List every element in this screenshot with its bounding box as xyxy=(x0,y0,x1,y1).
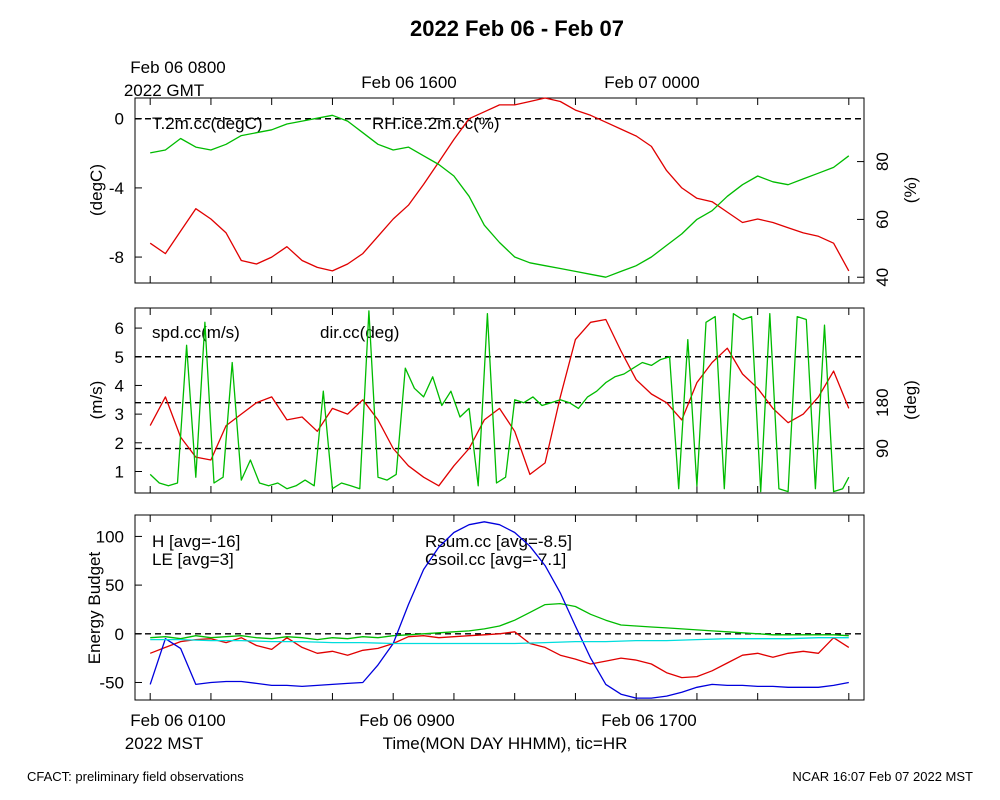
direction-axis-label: (deg) xyxy=(901,380,920,420)
rh-axis-label: (%) xyxy=(901,177,920,203)
legend-rh: RH.ice.2m.cc(%) xyxy=(372,114,500,133)
panel-temperature-rh-frame xyxy=(134,97,865,284)
series-line-1-0 xyxy=(149,318,850,487)
legend-direction: dir.cc(deg) xyxy=(320,323,399,342)
speed-axis-label: (m/s) xyxy=(87,381,106,420)
top-axis-gmt-line1: Feb 06 0800 xyxy=(130,58,225,77)
y-tick-right-label-0-2: 40 xyxy=(873,268,892,287)
y-tick-label-1-1: 2 xyxy=(115,434,124,453)
panel-energy-budget-frame xyxy=(134,514,865,701)
temperature-axis-label: (degC) xyxy=(87,164,106,216)
y-tick-label-1-4: 5 xyxy=(115,348,124,367)
y-tick-label-2-1: 50 xyxy=(105,576,124,595)
y-tick-label-1-0: 1 xyxy=(115,462,124,481)
y-tick-label-2-3: -50 xyxy=(99,673,124,692)
y-tick-right-label-1-1: 90 xyxy=(873,439,892,458)
series-line-0-0 xyxy=(149,97,850,272)
legend-h: H [avg=-16] xyxy=(152,532,240,551)
panel-energy-budget: Energy Budget H [avg=-16] LE [avg=3] Rsu… xyxy=(85,514,865,701)
energy-budget-axis-label: Energy Budget xyxy=(85,551,104,664)
chart-title: 2022 Feb 06 - Feb 07 xyxy=(410,16,624,41)
top-axis-gmt-line2: 2022 GMT xyxy=(124,81,204,100)
y-tick-label-1-5: 6 xyxy=(115,319,124,338)
series-line-1-1 xyxy=(149,310,850,493)
y-tick-right-label-0-1: 60 xyxy=(873,210,892,229)
panel-temperature-rh: (degC) (%) T.2m.cc(degC) RH.ice.2m.cc(%)… xyxy=(87,97,920,287)
series-line-2-3 xyxy=(150,637,849,645)
bottom-axis-first-line1: Feb 06 0100 xyxy=(130,711,225,730)
y-tick-label-2-0: 100 xyxy=(96,527,124,546)
legend-le: LE [avg=3] xyxy=(152,550,234,569)
legend-speed: spd.cc(m/s) xyxy=(152,323,240,342)
top-axis-tick-label-1: Feb 06 1600 xyxy=(361,73,456,92)
legend-temperature: T.2m.cc(degC) xyxy=(152,114,263,133)
series-line-2-0 xyxy=(149,631,850,679)
legend-gsoil: Gsoil.cc [avg=-7.1] xyxy=(425,550,566,569)
bottom-axis-first-line2: 2022 MST xyxy=(125,734,203,753)
y-tick-label-2-2: 0 xyxy=(115,625,124,644)
y-tick-right-label-1-0: 180 xyxy=(873,388,892,416)
x-axis-label: Time(MON DAY HHMM), tic=HR xyxy=(383,734,628,753)
panel-wind: (m/s) (deg) spd.cc(m/s) dir.cc(deg) 1 2 3 4… xyxy=(87,307,920,494)
bottom-axis-tick-label-1: Feb 06 0900 xyxy=(359,711,454,730)
series-line-2-2 xyxy=(149,521,849,699)
y-tick-label-0-1: -4 xyxy=(109,179,124,198)
bottom-axis-tick-label-2: Feb 06 1700 xyxy=(601,711,696,730)
y-tick-label-1-2: 3 xyxy=(115,405,124,424)
panel-wind-frame xyxy=(134,307,865,494)
footer-right: NCAR 16:07 Feb 07 2022 MST xyxy=(792,769,973,784)
series-line-2-1 xyxy=(150,602,849,641)
y-tick-label-0-0: 0 xyxy=(115,110,124,129)
y-tick-label-0-2: -8 xyxy=(109,248,124,267)
legend-rsum: Rsum.cc [avg=-8.5] xyxy=(425,532,572,551)
y-tick-right-label-0-0: 80 xyxy=(873,152,892,171)
series-line-0-1 xyxy=(150,114,850,278)
footer-left: CFACT: preliminary field observations xyxy=(27,769,244,784)
top-axis-tick-label-2: Feb 07 0000 xyxy=(604,73,699,92)
y-tick-label-1-3: 4 xyxy=(115,376,124,395)
